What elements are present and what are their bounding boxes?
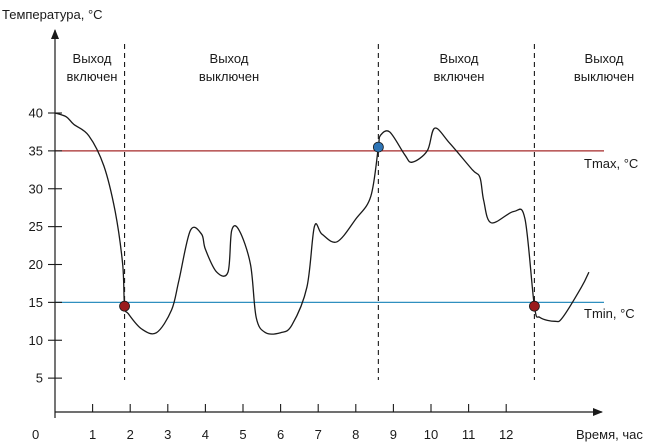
x-axis-title: Время, час (576, 427, 643, 442)
y-tick-label-15: 15 (29, 295, 43, 310)
phase-label-2: Выход выключен (199, 51, 259, 84)
y-axis-title: Температура, °С (2, 7, 103, 22)
x-tick-label-6: 6 (277, 427, 284, 442)
phase-1-line2: включен (67, 69, 118, 84)
switch-markers (119, 141, 540, 312)
phase-4-line2: выключен (574, 69, 634, 84)
y-tick-label-10: 10 (29, 333, 43, 348)
switch-off-marker-2 (372, 141, 384, 153)
phase-3-line2: включен (434, 69, 485, 84)
y-tick-label-5: 5 (36, 371, 43, 386)
phase-label-4: Выход выключен (574, 51, 634, 84)
switch-divider-lines (124, 44, 535, 380)
y-tick-label-30: 30 (29, 181, 43, 196)
origin-label: 0 (32, 427, 39, 442)
x-tick-label-12: 12 (499, 427, 513, 442)
x-tick-label-1: 1 (89, 427, 96, 442)
temperature-curve (54, 112, 590, 335)
x-tick-label-7: 7 (315, 427, 322, 442)
y-tick-label-35: 35 (29, 143, 43, 158)
switch-on-marker-3 (529, 300, 540, 312)
tmax-label: Tmax, °C (584, 156, 638, 171)
phase-3-line1: Выход (440, 51, 479, 66)
x-tick-label-4: 4 (202, 427, 209, 442)
x-axis-ticks: 1 2 3 4 5 6 7 8 9 10 11 12 (89, 404, 513, 442)
y-tick-label-25: 25 (29, 219, 43, 234)
y-tick-label-40: 40 (29, 106, 43, 121)
x-tick-label-8: 8 (352, 427, 359, 442)
phase-label-3: Выход включен (434, 51, 485, 84)
y-tick-label-20: 20 (29, 257, 43, 272)
phase-1-line1: Выход (73, 51, 112, 66)
x-tick-label-11: 11 (462, 427, 476, 442)
x-tick-label-2: 2 (127, 427, 134, 442)
phase-4-line1: Выход (585, 51, 624, 66)
x-tick-label-3: 3 (164, 427, 171, 442)
phase-2-line1: Выход (210, 51, 249, 66)
phase-label-1: Выход включен (67, 51, 118, 84)
tmin-label: Tmin, °C (584, 306, 635, 321)
x-tick-label-10: 10 (424, 427, 438, 442)
x-tick-label-9: 9 (390, 427, 397, 442)
y-axis-ticks: 5 10 15 20 25 30 35 40 (29, 106, 62, 386)
switch-on-marker-1 (119, 300, 130, 312)
x-tick-label-5: 5 (239, 427, 246, 442)
phase-2-line2: выключен (199, 69, 259, 84)
